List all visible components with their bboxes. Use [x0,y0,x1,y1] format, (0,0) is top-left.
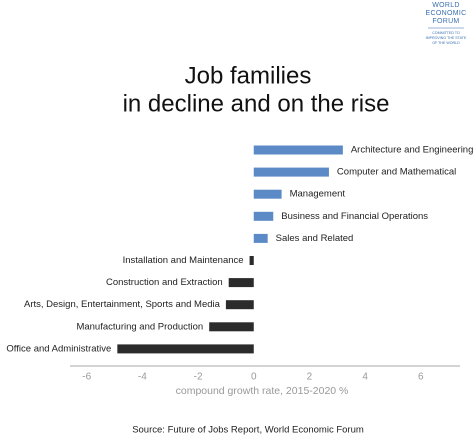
x-axis-label: compound growth rate, 2015-2020 % [176,385,349,397]
chart-title: Job families [185,62,312,89]
logo-text: WORLD [432,2,460,9]
x-tick-label: -6 [82,372,91,383]
bar [253,167,329,177]
logo-text: ECONOMIC [426,10,467,17]
category-label: Architecture and Engineering [351,145,474,156]
category-label: Computer and Mathematical [337,167,456,178]
category-label: Installation and Maintenance [123,255,244,266]
x-tick-label: 4 [362,372,368,383]
x-tick-label: 2 [307,372,313,383]
logo-text: FORUM [432,18,459,25]
bar [253,189,282,199]
x-tick-label: -4 [138,372,147,383]
bar [253,145,343,155]
logo-tagline: OF THE WORLD [432,41,460,45]
category-label: Manufacturing and Production [76,321,203,332]
x-tick-label: -2 [194,372,203,383]
logo-tagline: IMPROVING THE STATE [426,36,467,40]
category-label: Management [290,189,346,200]
bar [117,344,254,354]
logo-tagline: COMMITTED TO [432,31,460,35]
source: Source: Future of Jobs Report, World Eco… [132,425,364,436]
x-tick-label: 6 [418,372,424,383]
bar [253,211,274,221]
bar [209,322,254,332]
category-label: Construction and Extraction [106,277,223,288]
bar [228,278,254,288]
category-label: Business and Financial Operations [281,211,428,222]
chart-title: in decline and on the rise [123,90,390,117]
x-tick-label: 0 [251,372,257,383]
category-label: Office and Administrative [6,343,111,354]
bar [249,256,254,265]
logo: WORLD ECONOMIC FORUM COMMITTED TO IMPROV… [426,2,467,45]
bar [253,233,268,243]
category-label: Sales and Related [276,233,354,244]
bar [225,300,254,310]
category-label: Arts, Design, Entertainment, Sports and … [24,299,221,310]
